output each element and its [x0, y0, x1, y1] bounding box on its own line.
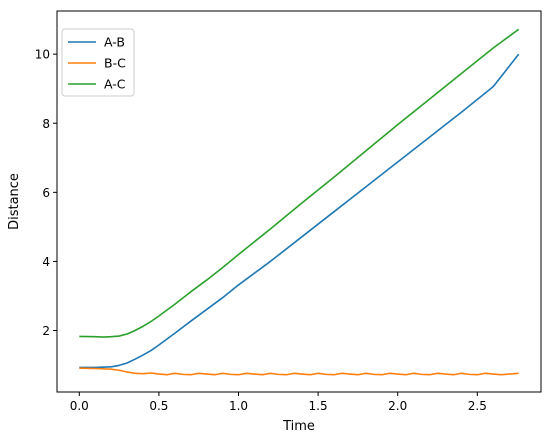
y-tick-label: 4: [42, 255, 50, 269]
y-tick-label: 2: [42, 324, 50, 338]
legend: A-B B-C A-C: [61, 28, 135, 97]
plot-frame: [56, 10, 542, 393]
x-tick-label: 1.0: [229, 399, 248, 413]
legend-label: A-C: [104, 77, 126, 92]
legend-label: B-C: [104, 56, 126, 71]
y-tick-label: 10: [35, 48, 50, 62]
series-line-3: [79, 28, 520, 338]
series-line-2: [79, 367, 519, 376]
y-axis-ticks: 2 4 6 8 10: [35, 48, 57, 338]
x-tick-label: 2.0: [388, 399, 407, 413]
x-tick-label: 0.5: [149, 399, 168, 413]
y-tick-label: 6: [42, 186, 50, 200]
x-axis-label: Time: [282, 419, 315, 434]
series-line-1: [79, 53, 520, 369]
series-lines: [79, 28, 520, 376]
x-tick-label: 0.0: [70, 399, 89, 413]
x-axis-ticks: 0.0 0.5 1.0 1.5 2.0 2.5: [70, 392, 487, 413]
y-tick-label: 8: [42, 117, 50, 131]
y-axis-label: Distance: [7, 173, 22, 230]
x-tick-label: 2.5: [468, 399, 487, 413]
x-tick-label: 1.5: [309, 399, 328, 413]
legend-label: A-B: [104, 35, 125, 50]
legend-box: [61, 28, 135, 97]
